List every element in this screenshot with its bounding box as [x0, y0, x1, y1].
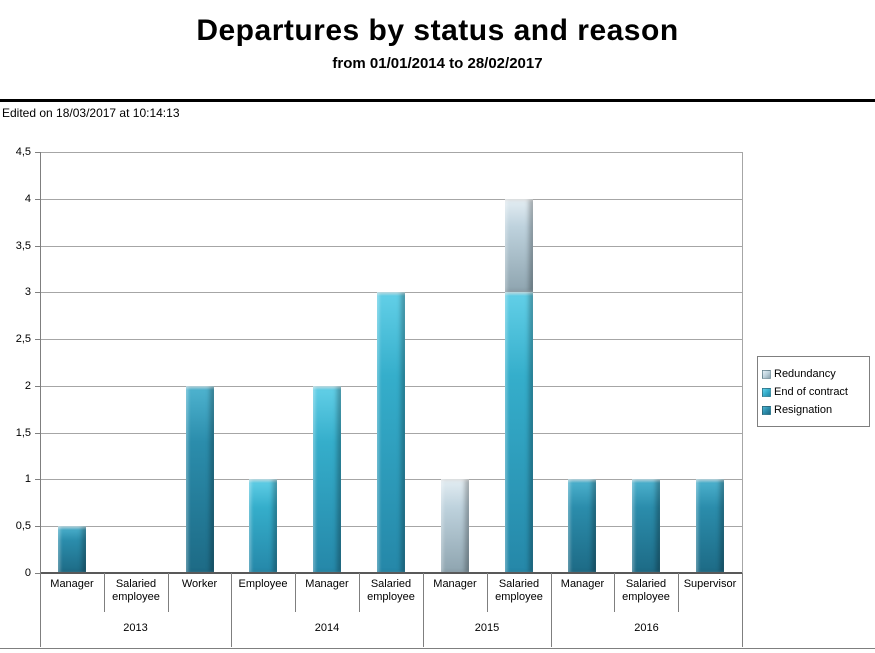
category-label: Manager: [305, 578, 349, 590]
y-axis-label: 3,5: [15, 240, 31, 252]
y-axis-label: 3: [24, 286, 31, 298]
y-axis-tick: [35, 246, 40, 247]
plot-right-border: [742, 152, 743, 573]
y-axis-label: 1: [24, 473, 31, 485]
bar-segment-end-of-contract: [505, 292, 533, 573]
category-label: Salaried employee: [367, 578, 415, 603]
legend-label: Resignation: [774, 404, 833, 416]
category-separator: [614, 573, 615, 612]
category-label: Manager: [50, 578, 94, 590]
axis-frame-left: [40, 152, 41, 647]
gridline: [40, 246, 742, 247]
chart-legend: Redundancy End of contract Resignation: [757, 356, 870, 427]
y-axis-label: 1,5: [15, 427, 31, 439]
bar-segment-resignation: [568, 479, 596, 573]
y-axis-label: 4: [24, 193, 31, 205]
bar-segment-end-of-contract: [313, 386, 341, 573]
gridline: [40, 152, 742, 153]
y-axis-label: 4,5: [15, 146, 31, 158]
y-axis-label: 0,5: [15, 520, 31, 532]
bar-segment-resignation: [186, 386, 214, 573]
legend-swatch-redundancy: [762, 369, 771, 379]
y-axis-tick: [35, 573, 40, 574]
legend-item-redundancy: Redundancy: [762, 367, 866, 381]
y-axis-label: 0: [24, 567, 31, 579]
year-label: 2015: [474, 622, 500, 634]
y-axis-tick: [35, 199, 40, 200]
page-subtitle: from 01/01/2014 to 28/02/2017: [332, 55, 543, 72]
header-divider: [0, 99, 875, 102]
x-axis-line: [40, 572, 742, 574]
category-separator: [104, 573, 105, 612]
y-axis-tick: [35, 292, 40, 293]
bar-segment-resignation: [632, 479, 660, 573]
legend-item-end-of-contract: End of contract: [762, 385, 866, 399]
bar-segment-redundancy: [505, 199, 533, 292]
bar-segment-end-of-contract: [249, 479, 277, 573]
category-label: Employee: [238, 578, 288, 590]
bar-segment-resignation: [58, 526, 86, 573]
bar-segment-resignation: [696, 479, 724, 573]
year-label: 2016: [634, 622, 659, 634]
group-separator: [231, 573, 232, 647]
category-label: Supervisor: [683, 578, 737, 590]
page-title: Departures by status and reason: [196, 14, 679, 47]
category-separator: [168, 573, 169, 612]
y-axis-tick: [35, 386, 40, 387]
bar-segment-end-of-contract: [377, 292, 405, 573]
y-axis-tick: [35, 152, 40, 153]
y-axis-tick: [35, 526, 40, 527]
legend-swatch-end-of-contract: [762, 387, 771, 397]
year-label: 2014: [314, 622, 340, 634]
y-axis-tick: [35, 479, 40, 480]
y-axis-label: 2: [24, 380, 31, 392]
category-separator: [359, 573, 360, 612]
category-label: Salaried employee: [112, 578, 160, 603]
legend-item-resignation: Resignation: [762, 403, 866, 417]
bar-segment-redundancy: [441, 479, 469, 573]
year-label: 2013: [123, 622, 148, 634]
axis-frame-right: [742, 573, 743, 647]
group-separator: [551, 573, 552, 647]
category-label: Manager: [560, 578, 605, 590]
y-axis-tick: [35, 433, 40, 434]
category-label: Salaried employee: [622, 578, 670, 603]
group-separator: [423, 573, 424, 647]
y-axis-label: 2,5: [15, 333, 31, 345]
report-bottom-border: [0, 648, 875, 649]
category-separator: [295, 573, 296, 612]
y-axis-tick: [35, 339, 40, 340]
gridline: [40, 199, 742, 200]
legend-label: Redundancy: [774, 368, 836, 380]
category-label: Salaried employee: [495, 578, 543, 603]
legend-label: End of contract: [774, 386, 848, 398]
edited-note: Edited on 18/03/2017 at 10:14:13: [2, 106, 180, 120]
category-separator: [678, 573, 679, 612]
category-label: Worker: [181, 578, 218, 590]
category-label: Manager: [433, 578, 477, 590]
legend-swatch-resignation: [762, 405, 771, 415]
category-separator: [487, 573, 488, 612]
